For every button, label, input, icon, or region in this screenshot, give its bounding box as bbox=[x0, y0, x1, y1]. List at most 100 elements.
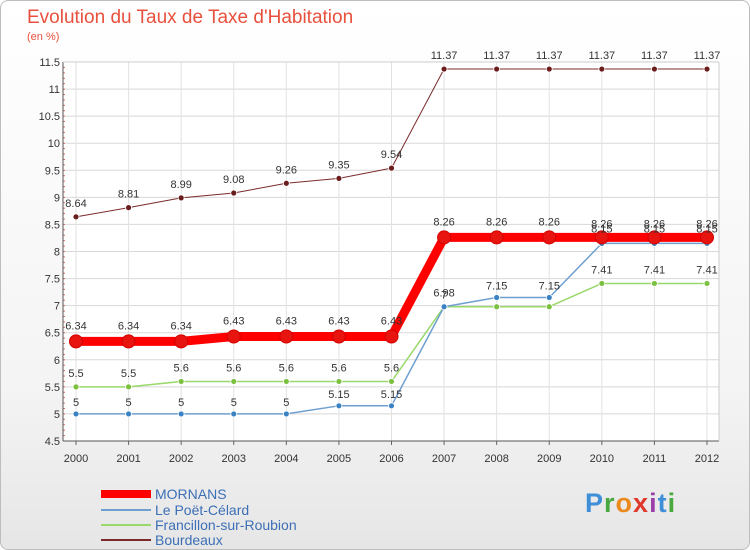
legend-label-le-poet-celard: Le Poët-Célard bbox=[155, 502, 250, 518]
data-label-mornans: 6.43 bbox=[223, 316, 244, 328]
data-label-le-poet-celard: 5 bbox=[126, 397, 132, 409]
data-point-francillon-sur-roubion bbox=[125, 383, 132, 391]
x-tick-label: 2001 bbox=[116, 453, 140, 465]
data-label-bourdeaux: 9.54 bbox=[381, 149, 402, 161]
data-point-le-poet-celard bbox=[230, 410, 238, 418]
y-tick-label: 11.5 bbox=[39, 57, 60, 69]
data-label-francillon-sur-roubion: 5.6 bbox=[226, 362, 241, 374]
y-tick-label: 7.5 bbox=[45, 274, 60, 286]
x-tick-label: 2004 bbox=[274, 453, 298, 465]
data-label-mornans: 6.43 bbox=[381, 316, 402, 328]
data-point-bourdeaux bbox=[440, 65, 448, 73]
data-label-francillon-sur-roubion: 5.5 bbox=[121, 368, 136, 380]
y-tick-label: 10 bbox=[48, 138, 60, 150]
data-label-bourdeaux: 11.37 bbox=[483, 50, 510, 62]
data-label-bourdeaux: 8.99 bbox=[170, 179, 191, 191]
data-label-mornans: 8.26 bbox=[644, 218, 665, 230]
data-label-bourdeaux: 11.37 bbox=[588, 50, 615, 62]
data-label-mornans: 8.26 bbox=[539, 216, 560, 228]
y-tick-label: 11 bbox=[49, 84, 60, 96]
legend-item-francillon-sur-roubion: Francillon-sur-Roubion bbox=[101, 517, 297, 533]
data-label-mornans: 8.26 bbox=[433, 216, 454, 228]
data-point-le-poet-celard bbox=[493, 294, 501, 301]
data-point-bourdeaux bbox=[125, 204, 132, 212]
x-tick-label: 2000 bbox=[64, 453, 88, 465]
legend-item-bourdeaux: Bourdeaux bbox=[101, 532, 223, 548]
data-point-le-poet-celard bbox=[388, 402, 395, 410]
x-tick-label: 2002 bbox=[169, 453, 193, 465]
data-label-le-poet-celard: 8.15 bbox=[696, 223, 717, 235]
data-point-mornans bbox=[279, 329, 294, 344]
data-label-bourdeaux: 8.64 bbox=[65, 198, 86, 210]
logo-letter: i bbox=[667, 488, 677, 518]
proxiti-logo: Proxiti bbox=[585, 488, 676, 519]
data-label-francillon-sur-roubion: 7.41 bbox=[591, 264, 612, 276]
data-point-mornans bbox=[647, 230, 662, 245]
data-label-francillon-sur-roubion: 7.41 bbox=[696, 264, 717, 276]
data-point-mornans bbox=[174, 334, 189, 349]
data-label-bourdeaux: 9.08 bbox=[223, 174, 244, 186]
data-point-le-poet-celard bbox=[125, 410, 132, 418]
logo-letter: t bbox=[657, 488, 668, 518]
legend-swatch-francillon-sur-roubion bbox=[101, 524, 151, 526]
data-label-mornans: 6.34 bbox=[118, 320, 139, 332]
data-label-le-poet-celard: 5 bbox=[283, 397, 289, 409]
data-point-mornans bbox=[594, 230, 609, 245]
data-point-francillon-sur-roubion bbox=[230, 378, 238, 385]
y-tick-label: 7 bbox=[54, 301, 60, 313]
data-label-bourdeaux: 11.37 bbox=[536, 50, 563, 62]
data-point-francillon-sur-roubion bbox=[703, 280, 711, 287]
y-tick-label: 4.5 bbox=[45, 436, 60, 448]
data-label-le-poet-celard: 5 bbox=[73, 397, 79, 409]
x-tick-label: 2010 bbox=[590, 453, 614, 465]
data-point-mornans bbox=[226, 329, 241, 344]
data-point-bourdeaux bbox=[493, 65, 501, 73]
data-label-le-poet-celard: 5 bbox=[178, 397, 184, 409]
data-point-francillon-sur-roubion bbox=[493, 303, 501, 311]
data-point-bourdeaux bbox=[651, 65, 658, 73]
data-point-bourdeaux bbox=[282, 179, 290, 187]
x-tick-label: 2009 bbox=[537, 453, 561, 465]
data-point-le-poet-celard bbox=[440, 303, 448, 311]
legend-swatch-bourdeaux bbox=[101, 539, 151, 541]
logo-letter: r bbox=[604, 488, 616, 518]
data-point-bourdeaux bbox=[388, 164, 395, 172]
data-point-bourdeaux bbox=[177, 194, 185, 202]
x-tick-label: 2012 bbox=[695, 453, 719, 465]
legend-label-bourdeaux: Bourdeaux bbox=[155, 532, 223, 548]
data-label-le-poet-celard: 8.15 bbox=[591, 223, 612, 235]
data-point-francillon-sur-roubion bbox=[335, 378, 343, 385]
data-label-bourdeaux: 9.26 bbox=[276, 164, 297, 176]
chart-subtitle: (en %) bbox=[27, 31, 60, 43]
x-tick-label: 2008 bbox=[484, 453, 508, 465]
data-label-francillon-sur-roubion: 5.6 bbox=[279, 362, 294, 374]
x-tick-label: 2011 bbox=[643, 453, 667, 465]
data-point-francillon-sur-roubion bbox=[282, 378, 290, 385]
chart-title: Evolution du Taux de Taxe d'Habitation bbox=[27, 7, 354, 28]
data-label-le-poet-celard: 5 bbox=[231, 397, 237, 409]
data-label-mornans: 6.43 bbox=[276, 316, 297, 328]
data-point-mornans bbox=[69, 334, 83, 349]
data-point-mornans bbox=[489, 230, 504, 245]
data-point-mornans bbox=[121, 334, 136, 349]
legend-label-mornans: MORNANS bbox=[155, 486, 227, 502]
legend-label-francillon-sur-roubion: Francillon-sur-Roubion bbox=[155, 517, 297, 533]
data-point-francillon-sur-roubion bbox=[651, 280, 658, 287]
data-label-bourdeaux: 11.37 bbox=[641, 50, 668, 62]
data-label-mornans: 6.34 bbox=[170, 320, 191, 332]
data-point-francillon-sur-roubion bbox=[72, 383, 80, 391]
data-point-bourdeaux bbox=[230, 189, 238, 197]
data-label-mornans: 8.26 bbox=[591, 218, 612, 230]
data-point-le-poet-celard bbox=[282, 410, 290, 418]
data-point-mornans bbox=[437, 230, 452, 245]
legend-item-mornans: MORNANS bbox=[101, 486, 227, 502]
logo-letter: i bbox=[649, 488, 658, 518]
x-tick-label: 2006 bbox=[379, 453, 403, 465]
y-tick-label: 5.5 bbox=[45, 382, 60, 394]
data-label-francillon-sur-roubion: 6.98 bbox=[433, 288, 454, 300]
data-label-mornans: 6.43 bbox=[328, 316, 349, 328]
data-label-bourdeaux: 9.35 bbox=[328, 159, 349, 171]
data-point-mornans bbox=[700, 230, 714, 245]
